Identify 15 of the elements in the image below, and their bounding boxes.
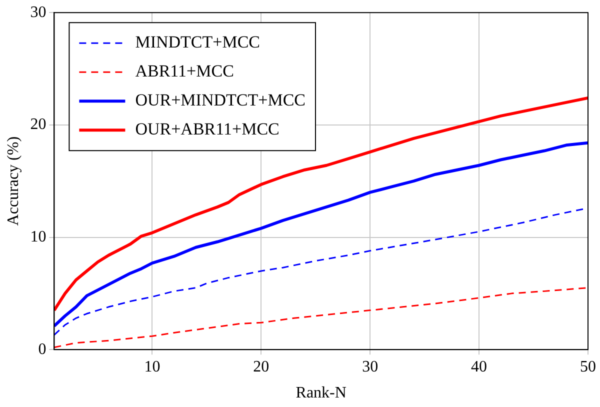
- x-tick-label: 20: [253, 358, 270, 376]
- x-tick-label: 40: [471, 358, 488, 376]
- x-tick-label: 30: [362, 358, 378, 376]
- legend-label: OUR+ABR11+MCC: [135, 120, 280, 139]
- legend-label: MINDTCT+MCC: [135, 32, 260, 52]
- legend-label: ABR11+MCC: [135, 62, 234, 81]
- y-axis-title: Accuracy (%): [4, 136, 22, 226]
- y-tick-label: 10: [30, 228, 46, 246]
- x-tick-label: 50: [580, 358, 596, 376]
- y-tick-label: 20: [30, 116, 46, 134]
- x-tick-label: 10: [144, 358, 160, 376]
- y-tick-label: 0: [38, 340, 46, 358]
- y-tick-label: 30: [30, 4, 46, 21]
- legend-label: OUR+MINDTCT+MCC: [135, 90, 306, 110]
- x-axis-title: Rank-N: [296, 384, 347, 402]
